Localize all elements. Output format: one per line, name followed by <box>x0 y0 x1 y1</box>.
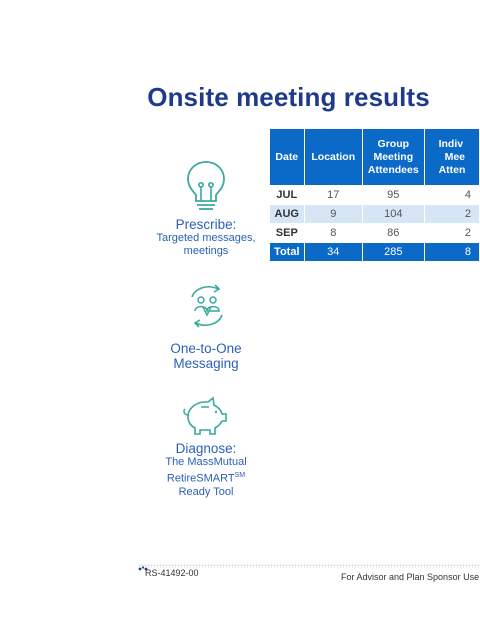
cell-location: 17 <box>303 185 363 205</box>
cell-group: 86 <box>361 223 425 243</box>
cell-total-individual: 8 <box>423 242 480 262</box>
table-row: SEP 8 86 2 <box>269 223 480 243</box>
meeting-results-table: Date Location Group Meeting Attendees In… <box>269 128 480 262</box>
cell-individual: 2 <box>423 223 480 243</box>
diagnose-heading: Diagnose: <box>175 441 237 456</box>
table-header-row: Date Location Group Meeting Attendees In… <box>269 128 480 186</box>
prescribe-line1: Targeted messages, <box>156 232 256 244</box>
cell-total-label: Total <box>269 242 305 262</box>
logo-dots-icon <box>138 566 148 571</box>
piggy-bank-icon <box>183 396 227 435</box>
diagnose-line1: The MassMutual <box>165 456 247 468</box>
diagnose-line3: Ready Tool <box>178 485 234 498</box>
table-row: AUG 9 104 2 <box>269 204 480 224</box>
lightbulb-icon <box>187 161 225 210</box>
usage-note: For Advisor and Plan Sponsor Use On <box>341 572 480 582</box>
total-row: Total 34 285 8 <box>269 242 480 262</box>
cell-month: SEP <box>269 223 305 243</box>
footer-divider <box>138 564 480 568</box>
header-date: Date <box>269 128 305 186</box>
cell-individual: 4 <box>423 185 480 205</box>
cell-month: AUG <box>269 204 305 224</box>
cell-location: 9 <box>303 204 363 224</box>
prescribe-line2: meetings <box>183 245 229 257</box>
header-individual-attendees: Indiv Mee Atten <box>423 128 480 186</box>
page-title: Onsite meeting results <box>147 82 430 112</box>
prescribe-heading: Prescribe: <box>175 217 237 232</box>
diagnose-label: Diagnose: The MassMutual RetireSMARTSM R… <box>145 441 267 499</box>
messaging-heading: Messaging <box>173 356 239 371</box>
cell-month: JUL <box>269 185 305 205</box>
table-row: JUL 17 95 4 <box>269 185 480 205</box>
one-to-one-heading: One-to-One <box>170 341 242 356</box>
prescribe-label: Prescribe: Targeted messages, meetings <box>150 217 262 258</box>
one-to-one-label: One-to-One Messaging <box>150 341 262 371</box>
cell-total-location: 34 <box>303 242 363 262</box>
cell-group: 95 <box>361 185 425 205</box>
cell-location: 8 <box>303 223 363 243</box>
document-code: RS-41492-00 <box>145 568 199 578</box>
cell-group: 104 <box>361 204 425 224</box>
cell-total-group: 285 <box>361 242 425 262</box>
cell-individual: 2 <box>423 204 480 224</box>
diagnose-line2: RetireSMARTSM <box>166 472 246 485</box>
header-group-attendees: Group Meeting Attendees <box>361 128 425 186</box>
people-cycle-icon <box>191 284 223 328</box>
header-location: Location <box>303 128 363 186</box>
